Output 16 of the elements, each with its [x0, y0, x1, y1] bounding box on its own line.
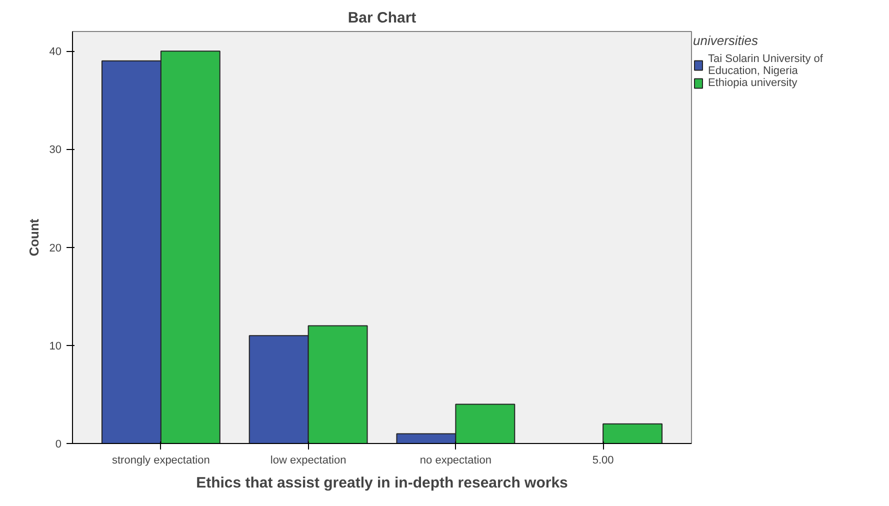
x-tick-label: 5.00 — [592, 454, 614, 466]
y-tick-label: 30 — [49, 144, 62, 156]
y-tick-label: 40 — [49, 46, 62, 58]
y-axis-title: Count — [26, 218, 42, 256]
legend-label: Ethiopia university — [708, 77, 798, 89]
x-tick-label: no expectation — [420, 454, 492, 466]
x-tick-label: low expectation — [270, 454, 346, 466]
y-tick-label: 20 — [49, 242, 62, 254]
y-tick-label: 10 — [49, 340, 62, 352]
x-tick-label: strongly expectation — [112, 454, 210, 466]
legend-label: Tai Solarin University of Education, Nigeria — [708, 53, 823, 77]
y-tick-label: 0 — [55, 438, 62, 450]
bar — [602, 423, 663, 444]
legend-title: universities — [693, 33, 760, 48]
chart-title: Bar Chart — [348, 10, 416, 26]
x-axis-title: Ethics that assist greatly in in-depth research works — [196, 474, 568, 492]
